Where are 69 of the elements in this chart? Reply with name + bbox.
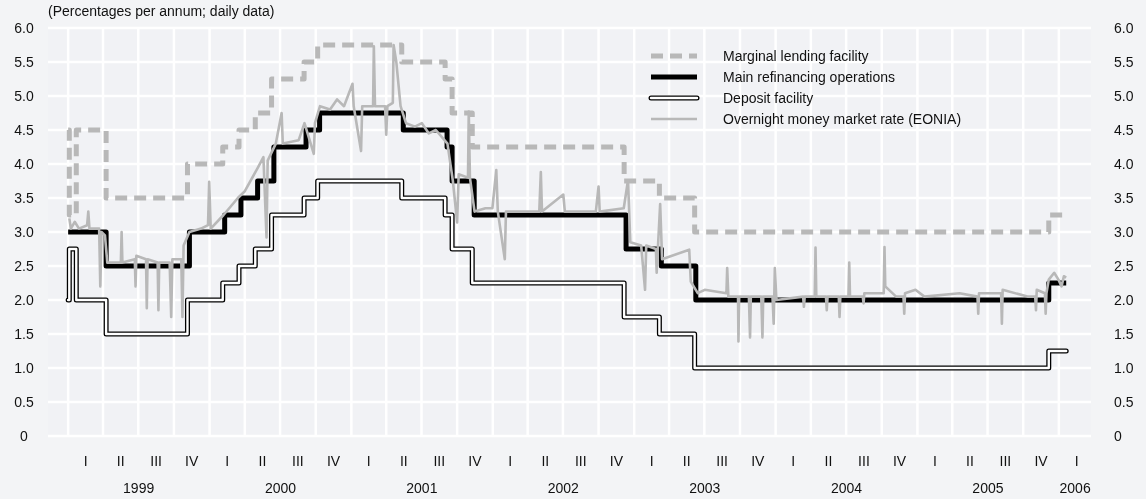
text: IV [751,453,766,469]
y-tick-label: 0 [20,427,29,444]
y2-tick-label: 3.5 [1114,189,1134,206]
text: I [1074,453,1079,469]
text: II [541,453,550,469]
text: I [508,453,513,469]
y2-tick-label: 6.0 [1114,19,1134,36]
y-tick-label: 2.5 [14,257,34,274]
text: III [433,453,446,469]
y2-tick-label: 1.5 [1114,325,1134,342]
x-tick-label: 2002 [547,480,580,496]
text: I [225,453,230,469]
text: IV [1034,453,1049,469]
text: I [649,453,654,469]
y-tick-label: 1.5 [14,325,34,342]
y-tick-label: 1.0 [14,359,34,376]
text: III [858,453,870,469]
line-series [68,43,1068,343]
x-tick-label: 2004 [830,480,863,496]
x-tick-label: 1999 [123,480,155,496]
x-tick-label: 2006 [1059,480,1091,496]
y2-tick-label: 2.0 [1114,291,1134,308]
text: III [150,453,162,469]
y2-tick-label: 0.5 [1114,393,1134,410]
text: I [791,453,796,469]
y-tick-label: 5.5 [14,53,34,70]
y-tick-label: 4.0 [14,155,34,172]
text: IV [326,453,341,469]
y2-tick-label: 1.0 [1114,359,1134,376]
text: III [292,453,304,469]
y2-tick-label: 5.0 [1114,87,1134,104]
text: II [682,453,691,469]
x-tick-label: 2000 [264,480,297,496]
legend-label: Marginal lending facility [723,47,869,64]
text: II [824,453,833,469]
y2-tick-label: 2.5 [1114,257,1134,274]
text: IV [468,453,483,469]
text: IV [892,453,907,469]
text: IV [185,453,200,469]
y-tick-label: 3.5 [14,189,34,206]
x-tick-label: 2005 [972,480,1004,496]
y-tick-label: 2.0 [14,291,34,308]
y2-tick-label: 4.5 [1114,121,1134,138]
text: II [258,453,267,469]
legend-label: Main refinancing operations [723,68,895,85]
y2-tick-label: 0 [1114,427,1122,444]
y2-tick-label: 5.5 [1114,53,1134,70]
x-tick-label: 2001 [406,480,438,496]
y2-tick-label: 4.0 [1114,155,1134,172]
text: IV [609,453,624,469]
text: III [999,453,1012,469]
x-tick-label: 2003 [689,480,721,496]
text: I [83,453,88,469]
y-tick-label: 4.5 [14,121,34,138]
y-tick-label: 6.0 [14,19,34,36]
chart-subtitle: (Percentages per annum; daily data) [48,3,275,19]
text: III [716,453,728,469]
y-tick-label: 3.0 [14,223,34,240]
text: II [116,453,125,469]
text: I [366,453,371,469]
text: II [399,453,408,469]
y2-tick-label: 3.0 [1114,223,1134,240]
text: I [932,453,937,469]
text: II [966,453,974,469]
legend-label: Deposit facility [723,89,814,106]
y-tick-label: 5.0 [14,87,34,104]
legend-label: Overnight money market rate (EONIA) [723,110,962,127]
text: III [574,453,587,469]
y-tick-label: 0.5 [14,393,34,410]
